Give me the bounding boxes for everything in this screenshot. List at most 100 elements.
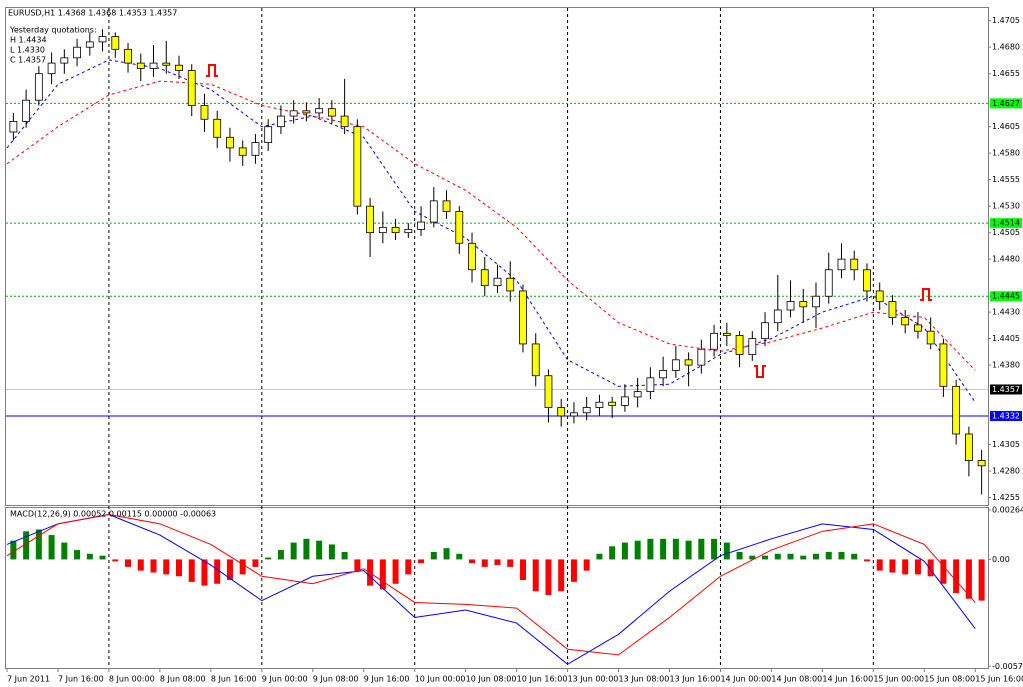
histogram-bar	[698, 538, 705, 560]
candle-body	[659, 370, 668, 379]
indicator-line	[6, 513, 976, 656]
candle-body	[952, 385, 961, 435]
x-tick-label: 14 Jun 16:00	[822, 675, 873, 684]
histogram-bar	[609, 546, 616, 560]
candle-body	[124, 48, 132, 64]
histogram-bar	[392, 559, 399, 584]
histogram-bar	[456, 553, 463, 560]
indicator-line	[6, 513, 976, 665]
histogram-bar	[494, 559, 501, 566]
histogram-bar	[532, 559, 539, 592]
histogram-bar	[137, 559, 144, 571]
x-tick-label: 9 Jun 00:00	[262, 675, 308, 684]
price-level-label: 1.4627	[992, 99, 1020, 108]
candle-body	[391, 226, 400, 234]
candle-body	[85, 41, 94, 48]
histogram-bar	[443, 548, 450, 560]
price-level-tag	[990, 410, 1022, 421]
x-tick-label: 9 Jun 16:00	[364, 675, 410, 684]
price-level-label: 1.4332	[992, 411, 1020, 420]
candle-body	[9, 120, 18, 133]
candle-body	[850, 258, 859, 271]
y-tick-label: 1.4505	[992, 228, 1020, 237]
y-tick-label: 1.4605	[992, 122, 1020, 131]
histogram-bar	[341, 551, 348, 560]
candle-body	[595, 401, 604, 408]
candle-body	[378, 226, 387, 234]
indicator-line	[6, 80, 976, 371]
candle-body	[404, 229, 413, 234]
candle-body	[302, 110, 311, 114]
candle-body	[875, 290, 884, 302]
histogram-bar	[914, 559, 921, 575]
candle-body	[340, 115, 349, 128]
histogram-bar	[660, 538, 667, 560]
histogram-bar	[469, 559, 476, 564]
candle-body	[582, 407, 591, 414]
candle-body	[697, 348, 706, 366]
histogram-bar	[596, 553, 603, 560]
histogram-bar	[316, 540, 323, 560]
candle-body	[238, 147, 247, 156]
candle-body	[480, 269, 489, 287]
candle-body	[353, 126, 362, 207]
annotation: H 1.4434	[10, 36, 47, 45]
candle-body	[187, 70, 196, 106]
histogram-bar	[825, 551, 832, 560]
candle-body	[493, 277, 502, 287]
x-tick-label: 15 Jun 08:00	[924, 675, 975, 684]
histogram-bar	[672, 538, 679, 560]
candle-body	[429, 200, 438, 223]
candle-body	[824, 269, 833, 297]
x-tick-label: 10 Jun 08:00	[466, 675, 517, 684]
histogram-bar	[125, 559, 132, 567]
histogram-bar	[188, 559, 195, 582]
candle-body	[544, 375, 553, 408]
histogram-bar	[978, 559, 985, 601]
candle-body	[111, 36, 120, 50]
x-tick-label: 9 Jun 08:00	[313, 675, 359, 684]
histogram-bar	[800, 555, 807, 560]
annotation: L 1.4330	[10, 46, 45, 55]
y-tick-label: 1.4555	[992, 175, 1020, 184]
histogram-bar	[787, 553, 794, 560]
candle-body	[837, 258, 846, 271]
candle-body	[175, 64, 183, 71]
histogram-bar	[545, 559, 552, 595]
candle-body	[213, 118, 222, 138]
macd-title: MACD(12,26,9) 0.00052 0.00115 0.00000 -0…	[10, 510, 216, 519]
price-level-label: 1.4445	[992, 292, 1020, 301]
histogram-bar	[226, 559, 233, 581]
chart-title: EURUSD,H1 1.4368 1.4368 1.4353 1.4357	[8, 9, 177, 18]
candle-body	[22, 99, 31, 122]
histogram-bar	[10, 540, 17, 560]
histogram-bar	[214, 559, 221, 584]
candle-body	[939, 343, 948, 387]
histogram-bar	[711, 538, 718, 560]
candle-body	[468, 242, 476, 271]
histogram-bar	[838, 551, 845, 560]
y-tick-label: 1.4380	[992, 361, 1020, 370]
histogram-bar	[762, 555, 769, 560]
histogram-bar	[889, 559, 896, 573]
histogram-bar	[86, 553, 93, 560]
y-tick-label: 1.4705	[992, 16, 1020, 25]
histogram-bar	[379, 559, 386, 590]
price-level-label: 1.4514	[992, 219, 1020, 228]
x-tick-label: 8 Jun 16:00	[211, 675, 257, 684]
sell-signal	[206, 64, 218, 77]
x-tick-label: 7 Jun 16:00	[58, 675, 104, 684]
candle-body	[761, 322, 769, 340]
histogram-bar	[481, 559, 488, 567]
y-tick-label: -0.00571	[992, 662, 1023, 671]
candle-body	[964, 433, 973, 461]
candle-body	[417, 221, 425, 230]
plot-layer: 1.4705 1.4680 1.4655 1.4605 1.4580 1.4555 1.45…	[6, 8, 1023, 684]
annotation: Yesterday quotations:	[9, 26, 97, 35]
price-level-label: 1.4357	[992, 385, 1020, 394]
candle-body	[633, 391, 642, 398]
y-tick-label: 1.4280	[992, 467, 1020, 476]
candle-body	[442, 200, 451, 212]
x-tick-label: 7 Jun 2011	[7, 675, 50, 684]
